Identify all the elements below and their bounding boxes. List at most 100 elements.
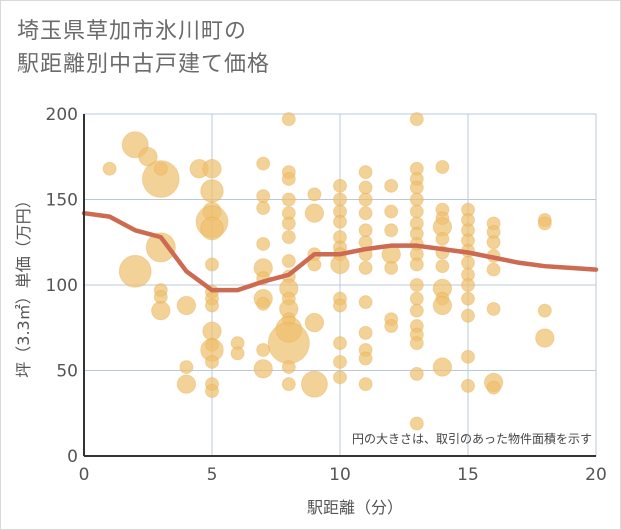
data-bubble bbox=[304, 312, 325, 333]
trend-line-group bbox=[81, 210, 599, 293]
data-bubble bbox=[435, 231, 450, 246]
data-bubble bbox=[281, 112, 296, 127]
x-tick-label: 15 bbox=[457, 465, 479, 485]
data-bubble bbox=[256, 156, 271, 171]
data-bubble bbox=[253, 359, 273, 379]
data-bubble bbox=[118, 254, 152, 288]
y-tick-label: 200 bbox=[46, 105, 78, 125]
data-bubble bbox=[486, 301, 501, 316]
bubble-size-note: 円の大きさは、取引のあった物件面積を示す bbox=[352, 431, 592, 446]
data-bubble bbox=[409, 336, 424, 351]
data-bubble bbox=[333, 178, 347, 193]
data-bubble bbox=[281, 171, 296, 186]
data-bubble bbox=[435, 259, 450, 274]
chart-title-line-2: 駅距離別中古戸建て価格 bbox=[17, 52, 271, 77]
y-tick-label: 50 bbox=[56, 362, 78, 382]
data-bubble bbox=[358, 377, 373, 392]
data-bubble bbox=[200, 179, 224, 203]
x-tick-label: 10 bbox=[329, 465, 351, 485]
data-bubble bbox=[256, 201, 271, 216]
data-bubble bbox=[176, 295, 197, 316]
data-bubble bbox=[409, 366, 424, 381]
data-bubble bbox=[358, 192, 373, 207]
data-bubble bbox=[537, 303, 552, 318]
data-bubble bbox=[409, 192, 424, 207]
data-bubble bbox=[102, 161, 117, 176]
data-bubble bbox=[333, 214, 347, 229]
data-bubble bbox=[435, 160, 450, 175]
data-bubble bbox=[409, 180, 424, 195]
data-bubble bbox=[333, 354, 347, 369]
data-bubble bbox=[333, 192, 347, 207]
data-bubble bbox=[176, 374, 197, 394]
data-bubble bbox=[461, 349, 475, 364]
data-bubble bbox=[358, 325, 373, 340]
data-bubble bbox=[535, 328, 555, 348]
data-bubble bbox=[409, 416, 424, 431]
data-bubble bbox=[300, 370, 328, 398]
data-bubble bbox=[409, 112, 424, 127]
data-bubble bbox=[333, 298, 347, 313]
trend-line bbox=[81, 210, 599, 293]
data-bubble bbox=[384, 178, 399, 193]
data-bubble bbox=[358, 165, 373, 180]
data-bubble bbox=[304, 203, 325, 223]
data-bubble bbox=[205, 384, 219, 399]
data-bubble bbox=[432, 357, 453, 377]
data-bubble bbox=[409, 291, 424, 306]
x-tick-label: 20 bbox=[585, 465, 607, 485]
data-bubble bbox=[267, 322, 310, 365]
data-bubble bbox=[486, 235, 501, 250]
data-bubble bbox=[151, 300, 171, 321]
bubble-series bbox=[102, 112, 555, 431]
data-bubble bbox=[409, 257, 424, 272]
data-bubble bbox=[384, 319, 399, 334]
data-bubble bbox=[461, 308, 475, 323]
data-bubble bbox=[358, 260, 373, 275]
x-axis-label: 駅距離（分） bbox=[307, 498, 403, 517]
data-bubble bbox=[330, 254, 350, 275]
data-bubble bbox=[307, 187, 322, 202]
data-bubble bbox=[141, 160, 180, 198]
y-axis-label: 坪（3.3㎡）単価（万円） bbox=[14, 192, 33, 377]
data-bubble bbox=[358, 206, 373, 221]
data-bubble bbox=[281, 230, 296, 245]
data-bubble bbox=[333, 370, 347, 385]
data-bubble bbox=[333, 336, 347, 351]
data-bubble bbox=[307, 257, 322, 272]
data-bubble bbox=[205, 257, 219, 272]
data-bubble bbox=[432, 295, 453, 316]
data-bubble bbox=[256, 236, 271, 251]
data-bubble bbox=[384, 223, 399, 238]
data-bubble bbox=[202, 159, 222, 179]
data-bubble bbox=[205, 298, 219, 313]
chart-title-line-1: 埼玉県草加市氷川町の bbox=[17, 19, 248, 44]
data-bubble bbox=[461, 378, 475, 393]
data-bubble bbox=[461, 255, 475, 270]
data-bubble bbox=[537, 216, 552, 231]
data-bubble bbox=[205, 354, 219, 369]
y-tick-label: 100 bbox=[46, 276, 78, 296]
x-tick-label: 0 bbox=[79, 465, 90, 485]
data-bubble bbox=[230, 346, 245, 361]
data-bubble bbox=[409, 204, 424, 219]
data-bubble bbox=[486, 262, 501, 277]
data-bubble bbox=[384, 204, 399, 219]
data-bubble bbox=[281, 254, 296, 269]
data-bubble bbox=[461, 291, 475, 306]
data-bubble bbox=[358, 180, 373, 195]
chart-title: 埼玉県草加市氷川町の 駅距離別中古戸建て価格 bbox=[17, 15, 577, 81]
data-bubble bbox=[179, 360, 194, 375]
x-tick-label: 5 bbox=[207, 465, 218, 485]
data-bubble bbox=[153, 161, 168, 176]
data-bubble bbox=[281, 192, 296, 207]
y-tick-label: 150 bbox=[46, 191, 78, 211]
data-bubble bbox=[200, 216, 224, 241]
data-bubble bbox=[281, 360, 296, 375]
y-tick-label: 0 bbox=[67, 447, 78, 467]
data-bubble bbox=[384, 260, 399, 275]
data-bubble bbox=[281, 216, 296, 231]
data-bubble bbox=[409, 278, 424, 292]
